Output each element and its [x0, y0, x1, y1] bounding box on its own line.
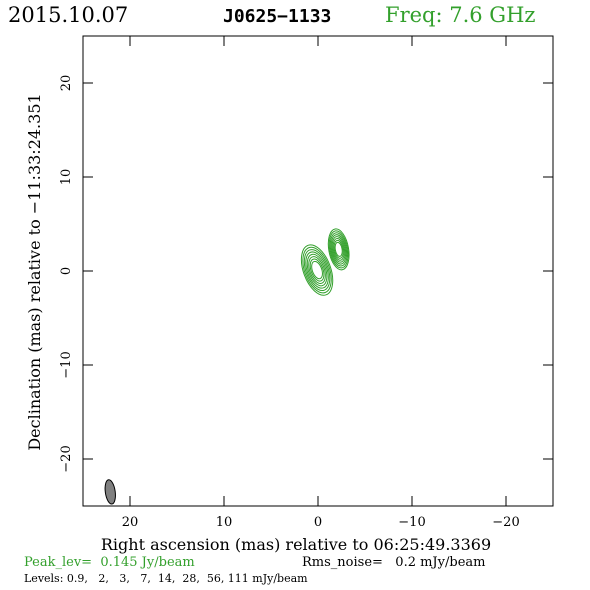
y-tick-label: −10 [59, 351, 74, 378]
contour-jet-level-7 [333, 239, 344, 259]
contour-jet-level-3 [329, 232, 348, 267]
contour-jet-level-8 [334, 241, 343, 257]
axis-ticks [83, 36, 553, 506]
y-tick-label: 20 [59, 75, 74, 92]
contour-core-level-3 [303, 249, 331, 292]
contour-core-level-7 [309, 258, 325, 282]
frequency-label: Freq: 7.6 GHz [385, 3, 535, 27]
contour-jet-level-1 [327, 228, 350, 271]
contour-core-level-1 [300, 244, 334, 296]
contour-jet-level-4 [330, 234, 347, 265]
beam-shape [104, 479, 116, 505]
contour-core-level-4 [305, 251, 329, 289]
x-axis-label: Right ascension (mas) relative to 06:25:… [101, 535, 491, 554]
x-tick-label: 10 [216, 515, 233, 530]
peak-level: Peak_lev= 0.145 Jy/beam [24, 555, 195, 570]
y-tick-label: 10 [59, 169, 74, 186]
x-tick-labels: 20 10 0 −10 −20 [122, 515, 520, 530]
contour-core-level-6 [308, 256, 326, 284]
y-axis-label: Declination (mas) relative to −11:33:24.… [25, 93, 44, 450]
contour-jet-level-2 [328, 230, 349, 269]
beam-ellipse [104, 479, 116, 505]
contour-levels: Levels: 0.9, 2, 3, 7, 14, 28, 56, 111 mJ… [24, 572, 308, 585]
x-tick-label: 20 [122, 515, 139, 530]
rms-noise: Rms_noise= 0.2 mJy/beam [302, 555, 485, 570]
source-name: J0625−1133 [223, 6, 331, 27]
x-tick-label: −10 [398, 515, 425, 530]
plot-frame [82, 35, 554, 507]
contour-core-level-5 [306, 253, 328, 287]
y-tick-label: −20 [59, 445, 74, 472]
date-label: 2015.10.07 [8, 3, 128, 27]
contour-core-level-2 [302, 246, 332, 294]
x-tick-label: −20 [492, 515, 519, 530]
contour-lines [300, 228, 350, 296]
y-tick-labels: 20 10 0 −10 −20 [59, 75, 74, 473]
contour-core-level-8 [311, 260, 323, 280]
contour-jet-level-5 [331, 236, 346, 263]
x-tick-label: 0 [314, 515, 322, 530]
y-tick-label: 0 [59, 267, 74, 275]
contour-jet-level-6 [332, 238, 345, 261]
